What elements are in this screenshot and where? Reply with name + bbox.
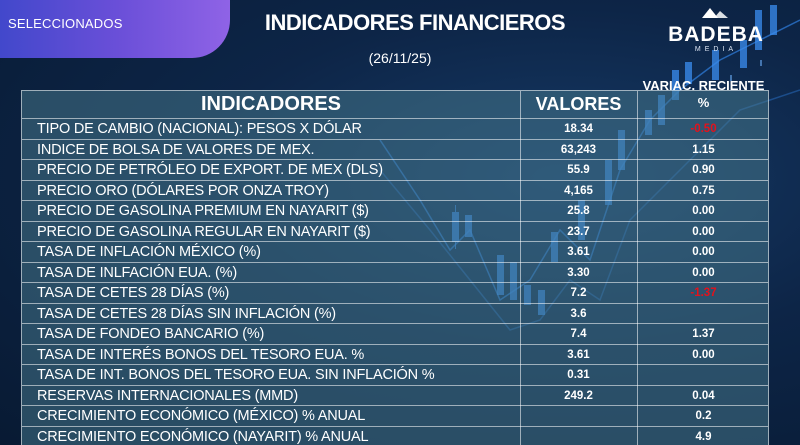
page-title: INDICADORES FINANCIEROS: [264, 10, 566, 35]
indicator-value: 7.4: [570, 328, 587, 340]
indicator-name: PRECIO DE GASOLINA REGULAR EN NAYARIT ($…: [37, 223, 371, 240]
table-row: PRECIO DE GASOLINA REGULAR EN NAYARIT ($…: [22, 220, 768, 242]
indicator-name: TASA DE INT. BONOS DEL TESORO EUA. SIN I…: [37, 367, 435, 383]
indicator-variation: 0.00: [692, 205, 715, 217]
indicator-value: [520, 406, 637, 426]
table-row: TASA DE CETES 28 DÍAS (%) 7.2 -1.37: [22, 282, 768, 303]
header-indicators: INDICADORES: [200, 93, 341, 115]
indicator-variation: 1.37: [692, 328, 715, 340]
table-row: TASA DE FONDEO BANCARIO (%) 7.4 1.37: [22, 323, 768, 344]
indicator-variation: [637, 365, 770, 385]
indicator-variation: -0.50: [690, 123, 717, 135]
table-row: INDICE DE BOLSA DE VALORES DE MEX. 63,243…: [22, 138, 768, 160]
indicator-name: CRECIMIENTO ECONÓMICO (MÉXICO) % ANUAL: [37, 408, 366, 424]
indicator-name: TASA DE INTERÉS BONOS DEL TESORO EUA. %: [37, 346, 365, 363]
indicator-value: 3.30: [567, 266, 590, 279]
table-body: TIPO DE CAMBIO (NACIONAL): PESOS X DÓLAR…: [22, 118, 768, 445]
header-variation: VARIAC. RECIENTE %: [642, 78, 765, 110]
indicator-name: INDICE DE BOLSA DE VALORES DE MEX.: [37, 141, 315, 158]
table-row: PRECIO DE PETRÓLEO DE EXPORT. DE MEX (DL…: [22, 159, 768, 180]
indicator-name: TIPO DE CAMBIO (NACIONAL): PESOS X DÓLAR: [37, 121, 362, 137]
section-badge: [0, 0, 230, 58]
indicator-variation: 0.00: [692, 348, 715, 361]
indicator-variation: 0.00: [692, 246, 715, 258]
indicator-value: [520, 427, 637, 445]
indicator-variation: -1.37: [690, 287, 717, 299]
indicator-name: CRECIMIENTO ECONÓMICO (NAYARIT) % ANUAL: [37, 428, 369, 445]
indicator-value: 4,165: [564, 184, 593, 197]
report-date: (26/11/25): [368, 50, 432, 66]
indicator-variation: 0.04: [692, 389, 715, 402]
indicator-value: 0.31: [567, 369, 590, 381]
indicator-name: PRECIO DE GASOLINA PREMIUM EN NAYARIT ($…: [37, 203, 369, 219]
indicator-variation: 0.00: [692, 225, 715, 238]
indicator-variation: 1.15: [692, 143, 715, 156]
indicator-name: RESERVAS INTERNACIONALES (MMD): [37, 387, 298, 404]
table-row: CRECIMIENTO ECONÓMICO (NAYARIT) % ANUAL 4…: [22, 425, 768, 445]
indicator-name: TASA DE CETES 28 DÍAS (%): [37, 285, 230, 301]
table-row: CRECIMIENTO ECONÓMICO (MÉXICO) % ANUAL 0.…: [22, 405, 768, 426]
indicator-name: PRECIO ORO (DÓLARES POR ONZA TROY): [37, 182, 329, 199]
section-badge-label: SELECCIONADOS: [8, 16, 123, 31]
indicator-variation: 0.75: [692, 184, 715, 197]
indicator-variation: 0.00: [692, 266, 715, 279]
indicator-value: 249.2: [564, 389, 593, 402]
table-row: TASA DE INLFACIÓN EUA. (%) 3.30 0.00: [22, 261, 768, 283]
indicator-value: 3.6: [570, 307, 587, 320]
logo-mark-icon: [702, 8, 728, 18]
indicators-table: INDICADORES VALORES VARIAC. RECIENTE % T…: [21, 78, 769, 445]
header-values: VALORES: [535, 94, 622, 114]
indicator-variation: 4.9: [695, 430, 712, 443]
table-row: PRECIO ORO (DÓLARES POR ONZA TROY) 4,165 0…: [22, 179, 768, 201]
indicator-variation: [637, 304, 770, 324]
indicator-value: 23.7: [567, 225, 590, 238]
indicator-value: 3.61: [567, 246, 590, 258]
table-row: RESERVAS INTERNACIONALES (MMD) 249.2 0.04: [22, 384, 768, 406]
table-row: TIPO DE CAMBIO (NACIONAL): PESOS X DÓLAR…: [22, 118, 768, 139]
indicator-variation: 0.2: [695, 410, 712, 422]
indicator-name: TASA DE INFLACIÓN MÉXICO (%): [37, 244, 261, 260]
table-row: TASA DE INFLACIÓN MÉXICO (%) 3.61 0.00: [22, 241, 768, 262]
logo-subtitle: MEDIA: [694, 46, 738, 53]
brand-logo: BADEBA MEDIA: [664, 6, 768, 56]
table-row: TASA DE INT. BONOS DEL TESORO EUA. SIN I…: [22, 364, 768, 385]
indicator-name: TASA DE FONDEO BANCARIO (%): [37, 326, 265, 342]
column-divider: [637, 91, 638, 445]
column-divider: [520, 91, 521, 445]
indicator-name: PRECIO DE PETRÓLEO DE EXPORT. DE MEX (DL…: [37, 162, 383, 178]
indicator-value: 63,243: [560, 143, 597, 156]
indicator-value: 25.8: [567, 205, 590, 217]
logo-wordmark: BADEBA: [668, 23, 764, 46]
indicator-value: 7.2: [570, 287, 587, 299]
indicator-value: 18.34: [564, 123, 593, 135]
indicator-name: TASA DE CETES 28 DÍAS SIN INFLACIÓN (%): [37, 305, 336, 322]
indicator-name: TASA DE INLFACIÓN EUA. (%): [37, 264, 237, 281]
indicator-variation: 0.90: [692, 164, 715, 176]
table-row: PRECIO DE GASOLINA PREMIUM EN NAYARIT ($…: [22, 200, 768, 221]
indicator-value: 55.9: [567, 164, 590, 176]
table-header: INDICADORES VALORES VARIAC. RECIENTE %: [22, 78, 768, 118]
table-row: TASA DE CETES 28 DÍAS SIN INFLACIÓN (%) 3…: [22, 302, 770, 324]
table-row: TASA DE INTERÉS BONOS DEL TESORO EUA. % 3…: [22, 343, 768, 365]
indicator-value: 3.61: [567, 348, 590, 361]
